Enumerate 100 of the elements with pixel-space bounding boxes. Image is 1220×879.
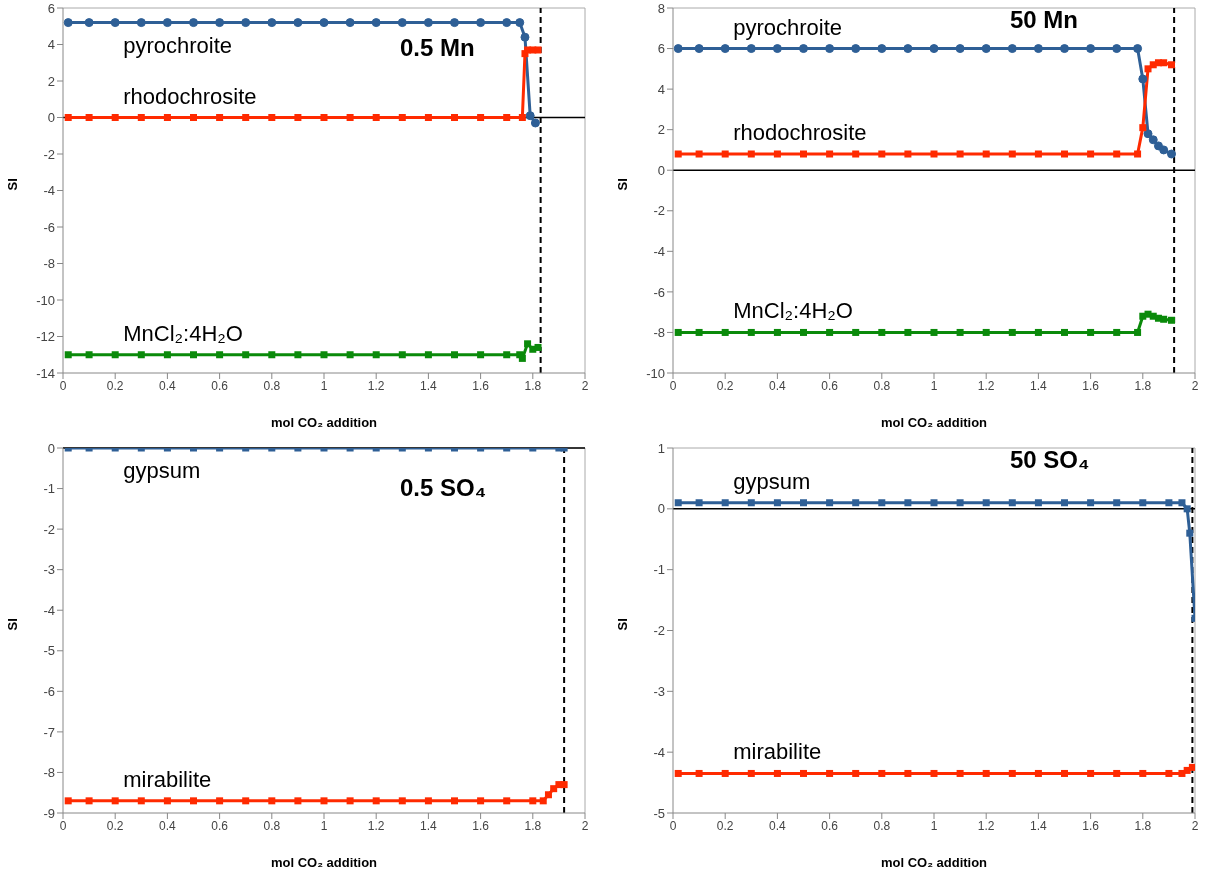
point <box>163 797 171 805</box>
point <box>1183 505 1191 513</box>
y-tick-label: -14 <box>36 365 55 381</box>
x-tick-label: 1.6 <box>472 378 490 393</box>
x-tick-label: 0.6 <box>211 818 229 833</box>
series-label: rhodochrosite <box>123 83 257 109</box>
x-tick-label: 1.4 <box>1030 378 1048 393</box>
series-label: MnCl₂:4H₂O <box>123 320 243 346</box>
x-tick-label: 1.2 <box>367 378 385 393</box>
y-tick-label: -8 <box>43 765 55 781</box>
point <box>903 44 913 54</box>
point <box>721 769 729 777</box>
point <box>529 797 537 805</box>
y-tick-label: -2 <box>43 146 55 162</box>
point <box>852 328 860 336</box>
point <box>720 44 730 54</box>
point <box>268 114 276 121</box>
x-tick-label: 0 <box>669 818 677 833</box>
point <box>799 44 808 54</box>
point <box>530 118 540 128</box>
x-tick-label: 1 <box>930 378 938 393</box>
x-axis-title: mol CO₂ addition <box>270 415 378 430</box>
point <box>674 769 682 777</box>
point <box>216 797 224 805</box>
point <box>346 114 354 121</box>
point <box>372 797 380 805</box>
point <box>694 44 704 54</box>
point <box>956 150 964 158</box>
point <box>136 18 146 28</box>
series-label: rhodochrosite <box>733 120 867 145</box>
point <box>189 18 198 28</box>
point <box>1033 44 1043 54</box>
point <box>371 18 381 28</box>
x-tick-label: 0.8 <box>873 378 891 393</box>
point <box>826 328 834 336</box>
x-tick-label: 1.8 <box>1134 378 1152 393</box>
point <box>477 351 485 359</box>
point <box>64 351 72 359</box>
point <box>503 114 511 121</box>
series-label: pyrochroite <box>123 32 233 58</box>
point <box>1148 135 1158 145</box>
point <box>800 769 807 777</box>
point <box>1160 315 1168 323</box>
point <box>1060 44 1069 54</box>
point <box>534 343 542 351</box>
x-tick-label: 0.2 <box>106 818 124 833</box>
x-tick-label: 0.4 <box>769 378 787 393</box>
point <box>294 797 302 805</box>
x-tick-label: 0.4 <box>159 378 177 393</box>
point <box>242 114 250 121</box>
point <box>450 18 459 28</box>
point <box>1143 129 1153 139</box>
x-tick-label: 1 <box>320 818 328 833</box>
point <box>747 328 755 336</box>
point <box>800 499 807 507</box>
point <box>372 351 380 359</box>
point <box>1160 59 1168 67</box>
point <box>878 499 886 507</box>
point <box>674 328 682 336</box>
point <box>956 328 964 336</box>
y-tick-label: -4 <box>653 243 665 259</box>
point <box>242 797 250 805</box>
point <box>1113 499 1121 507</box>
x-tick-label: 1.4 <box>1030 818 1048 833</box>
y-tick-label: -6 <box>43 219 55 235</box>
y-tick-label: -10 <box>36 292 55 308</box>
point <box>904 150 912 158</box>
point <box>1178 769 1186 777</box>
y-tick-label: 6 <box>657 41 665 57</box>
x-axis-title: mol CO₂ addition <box>270 855 378 870</box>
y-tick-label: -4 <box>43 602 55 618</box>
x-tick-label: 1.8 <box>524 378 542 393</box>
point <box>826 499 834 507</box>
chart-title: 50 Mn <box>1010 6 1079 34</box>
x-tick-label: 1.4 <box>420 818 438 833</box>
point <box>1034 769 1042 777</box>
text: 0.5 Mn <box>400 34 475 62</box>
y-tick-label: 1 <box>657 440 665 456</box>
point <box>544 791 552 799</box>
point <box>1086 44 1096 54</box>
point <box>320 797 328 805</box>
x-tick-label: 0.8 <box>263 818 281 833</box>
y-tick-label: -8 <box>653 325 665 341</box>
x-tick-label: 0.6 <box>821 378 839 393</box>
point <box>1168 316 1176 324</box>
point <box>477 114 485 121</box>
point <box>773 499 781 507</box>
point <box>982 769 990 777</box>
point <box>424 351 432 359</box>
point <box>293 18 303 28</box>
series-label: mirabilite <box>123 766 212 792</box>
y-tick-label: -1 <box>653 562 665 578</box>
y-tick-label: 0 <box>657 162 665 178</box>
point <box>1008 499 1016 507</box>
y-tick-label: 6 <box>47 0 55 16</box>
y-tick-label: -4 <box>43 183 55 199</box>
point <box>826 769 834 777</box>
point <box>981 44 991 54</box>
x-tick-label: 1.6 <box>472 818 490 833</box>
y-tick-label: -10 <box>646 365 665 381</box>
